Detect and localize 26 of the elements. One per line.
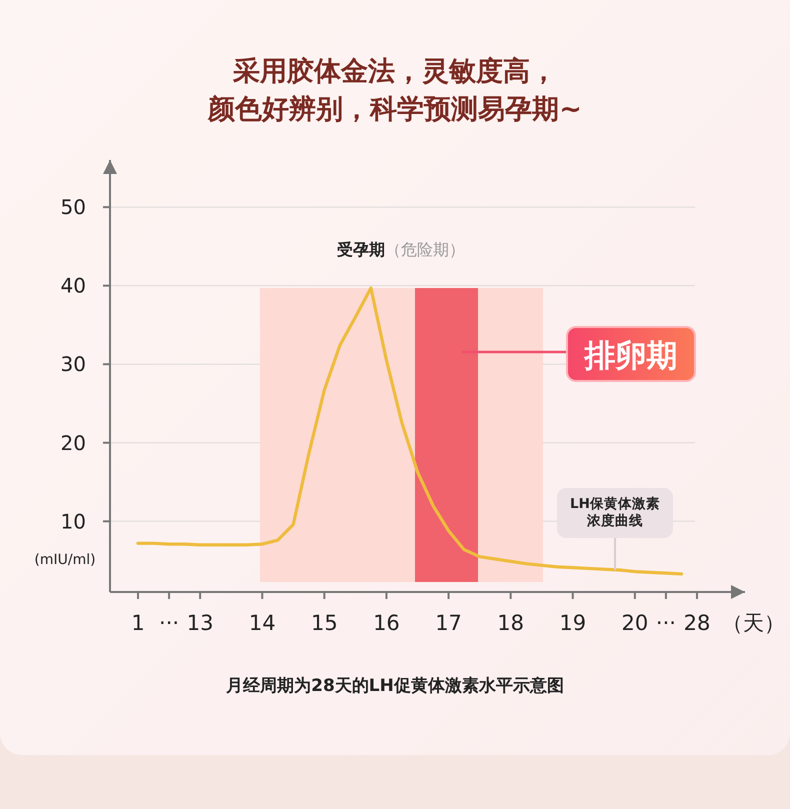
line-series [136,286,684,576]
y-tick-label: 20 [60,430,86,455]
chart-title: 采用胶体金法，灵敏度高， [232,56,557,87]
x-tick-label: 28 [684,611,710,635]
x-tick-label: ··· [656,611,676,635]
annotation: 受孕期（危险期） [336,240,465,260]
x-tick-label: 18 [497,611,524,635]
x-tick-label: 1 [131,611,145,635]
text: 月经周期为28天的LH促黄体激素水平示意图 [225,676,564,696]
x-tick-label: ··· [159,611,180,635]
y-tick-label: 40 [60,274,86,298]
y-tick-label: 10 [60,509,86,534]
y-tick-label: 50 [60,195,86,220]
chart-subtitle: 颜色好辨别，科学预测易孕期~ [207,94,582,125]
x-tick-label: 13 [186,611,214,635]
annotation: 排卵期 [584,338,678,374]
y-axis-title: (mIU/ml) [34,552,96,568]
y-tick-label: 30 [60,352,86,376]
x-tick-label: 20 [622,611,648,635]
x-tick-label: 14 [248,611,276,635]
annotation: LH保黄体激素浓度曲线 [570,496,660,529]
x-tick-label: 16 [373,611,400,635]
x-tick-label: 15 [310,611,338,635]
x-tick-label: 19 [559,611,586,635]
x-tick-label: 17 [435,611,462,635]
x-axis-title: （天） [722,611,785,635]
